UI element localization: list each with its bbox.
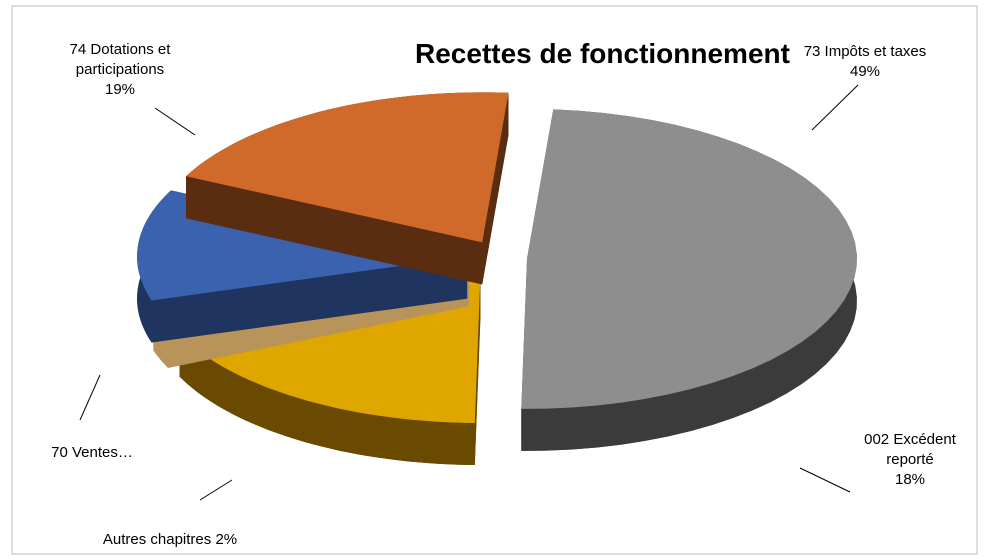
slice-side	[179, 334, 475, 465]
slice-wall	[186, 176, 483, 285]
value-label: 18%	[894, 471, 926, 488]
leader-line	[79, 374, 101, 421]
category-label: 70 Ventes…	[51, 444, 133, 461]
category-label: 73 Impôts et taxes	[803, 43, 927, 60]
pie-slice	[521, 109, 857, 451]
category-label: 74 Dotations et participations	[69, 41, 171, 78]
data-label: 002 Excédent reporté 18%	[845, 430, 975, 490]
data-label: Autres chapitres 2%	[60, 530, 280, 550]
pie-slice	[186, 92, 509, 285]
data-label: 74 Dotations et participations 19%	[35, 40, 205, 100]
leader-line	[799, 467, 851, 493]
value-label: 49%	[849, 63, 881, 80]
data-label: 73 Impôts et taxes 49%	[790, 42, 940, 82]
slice-wall	[474, 273, 481, 465]
value-label: 2%	[215, 531, 238, 548]
data-label: 70 Ventes…	[22, 443, 162, 463]
category-label: 002 Excédent reporté	[864, 431, 956, 468]
value-label: 19%	[104, 81, 136, 98]
chart-title: Recettes de fonctionnement	[415, 38, 790, 69]
leader-line	[154, 107, 196, 136]
slice-top	[186, 92, 509, 243]
slice-wall	[482, 92, 509, 285]
category-label: Autres chapitres	[102, 531, 212, 548]
leader-line	[199, 479, 233, 501]
slice-top	[521, 109, 857, 409]
leader-line	[811, 84, 859, 131]
